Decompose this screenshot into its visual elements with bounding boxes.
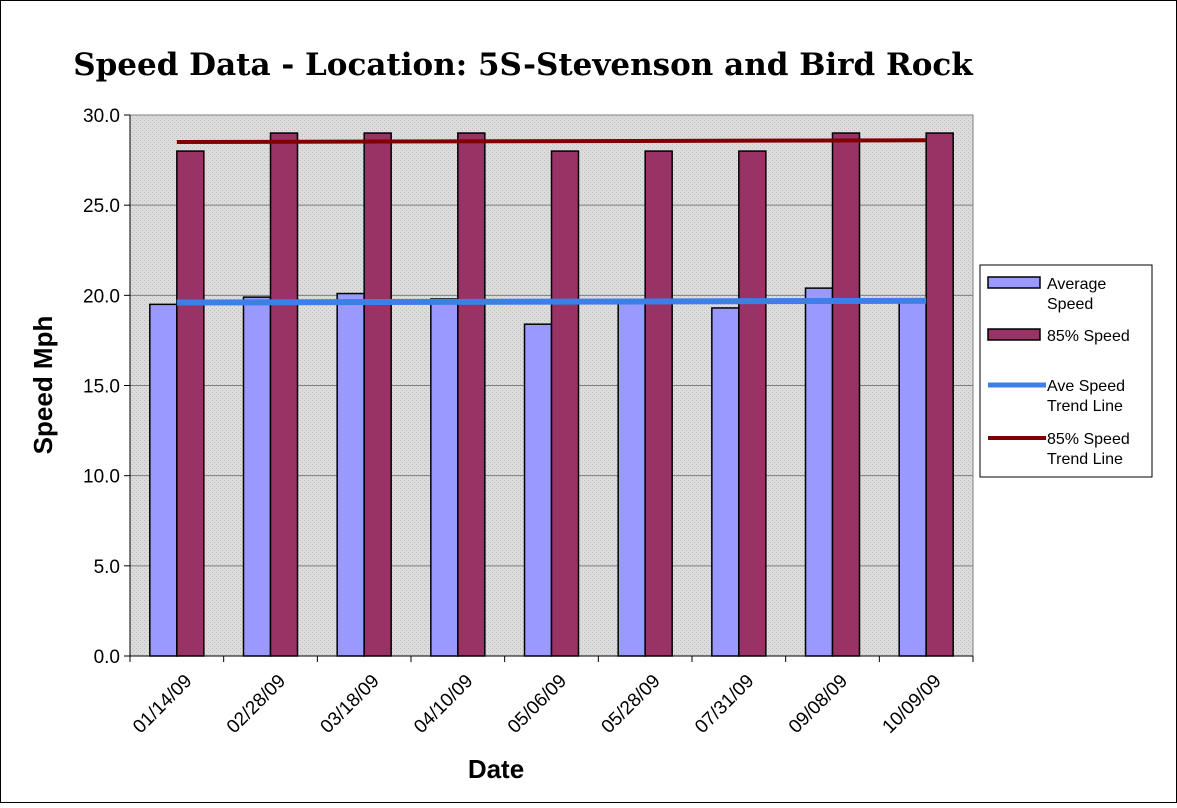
bars [149,132,954,657]
y-tick-label: 5.0 [94,557,120,578]
bar-85-speed [925,132,954,657]
bar-average-speed [804,287,834,657]
legend-box [979,264,1153,478]
x-axis-title: Date [468,754,524,784]
bar-85-speed [363,132,392,657]
y-tick-label: 30.0 [83,106,120,127]
legend-label: Ave Speed [1047,378,1125,395]
y-tick-label: 25.0 [83,196,120,217]
bar-average-speed [336,292,365,657]
bar-average-speed [617,299,646,657]
y-tick-label: 20.0 [83,286,120,307]
chart-title: Speed Data - Location: 5S-Stevenson and … [73,47,974,83]
bar-85-speed [269,132,299,657]
legend-label: Average [1047,276,1106,293]
bar-85-speed [831,132,861,657]
legend-label: 85% Speed [1047,431,1130,448]
legend-label: Trend Line [1047,398,1123,415]
bar-85-speed [738,150,767,657]
trend-line-85-speed [176,138,927,145]
bar-average-speed [711,307,740,657]
y-tick-label: 0.0 [94,647,120,668]
trend-lines [176,138,927,306]
bar-average-speed [242,296,272,657]
legend: Average Speed 85% Speed Ave Speed Trend Line… [979,264,1153,478]
bar-average-speed [430,298,459,657]
legend-swatch [987,328,1041,341]
bar-average-speed [523,323,553,657]
y-tick-label: 15.0 [83,377,120,398]
bar-85-speed [176,150,205,657]
y-axis-title: Speed Mph [28,316,58,455]
bar-85-speed [644,150,673,657]
trend-line-average-speed [176,297,927,306]
bar-average-speed [149,303,178,657]
bar-85-speed [550,150,580,657]
legend-swatch [987,276,1041,289]
legend-label: Trend Line [1047,451,1123,468]
bar-85-speed [457,132,486,657]
legend-label: Speed [1047,296,1093,313]
bar-average-speed [898,298,927,657]
y-tick-label: 10.0 [83,467,120,488]
legend-label: 85% Speed [1047,328,1130,345]
